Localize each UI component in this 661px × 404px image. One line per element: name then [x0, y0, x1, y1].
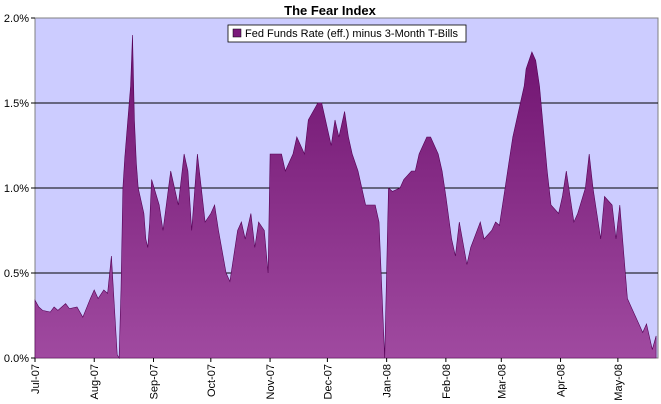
x-tick-label: Feb-08: [441, 364, 453, 399]
x-tick-label: Oct-07: [206, 364, 218, 397]
series-area: [34, 34, 657, 360]
legend: Fed Funds Rate (eff.) minus 3-Month T-Bi…: [227, 24, 467, 43]
y-tick-label: 1.5%: [4, 98, 29, 110]
x-axis: Jul-07 Aug-07 Sep-07 Oct-07 Nov-07 Dec-07 Jan-…: [30, 358, 625, 401]
x-tick-label: Aug-07: [89, 364, 101, 399]
x-tick-label: May-08: [613, 364, 625, 401]
chart-title: The Fear Index: [284, 3, 377, 18]
x-tick-label: Mar-08: [496, 364, 508, 399]
x-tick-label: Apr-08: [556, 364, 568, 397]
legend-swatch: [232, 28, 242, 38]
x-tick-label: Nov-07: [265, 364, 277, 399]
x-tick-label: Jan-08: [382, 364, 394, 398]
y-tick-label: 1.0%: [4, 183, 29, 195]
x-tick-label: Sep-07: [148, 364, 160, 399]
y-tick-label: 0.0%: [4, 353, 29, 365]
y-tick-label: 2.0%: [4, 13, 29, 25]
legend-label: Fed Funds Rate (eff.) minus 3-Month T-Bi…: [245, 28, 458, 40]
x-tick-label: Jul-07: [30, 364, 42, 394]
legend-box: [227, 24, 467, 43]
y-tick-label: 0.5%: [4, 268, 29, 280]
y-axis: 0.0% 0.5% 1.0% 1.5% 2.0%: [4, 13, 35, 365]
x-tick-label: Dec-07: [322, 364, 334, 399]
